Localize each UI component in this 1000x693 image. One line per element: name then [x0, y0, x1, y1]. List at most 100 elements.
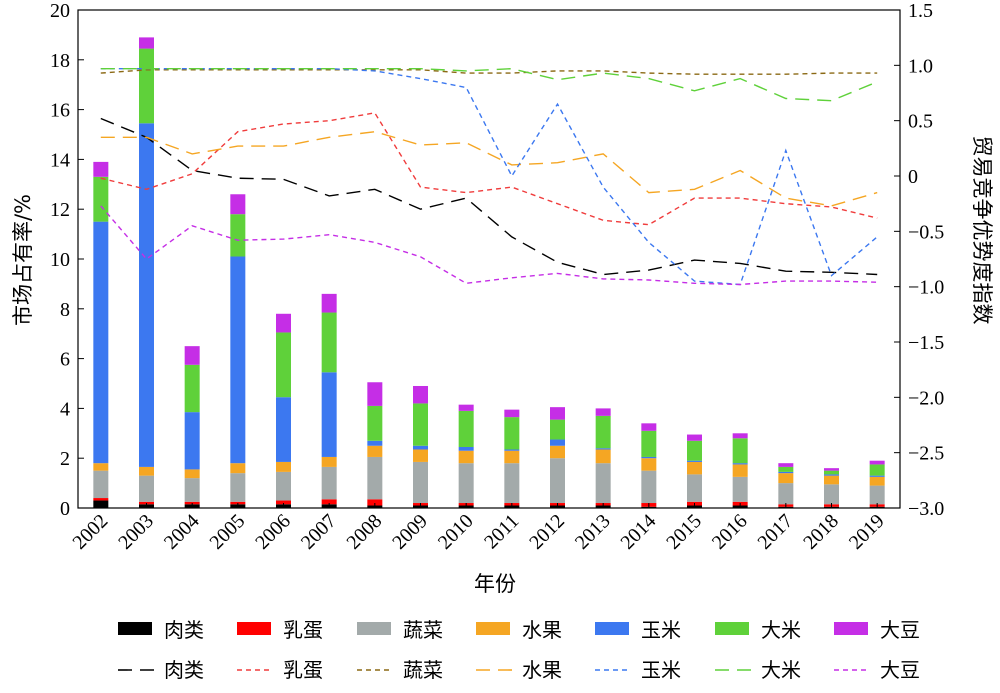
bar-segment [367, 382, 383, 406]
bar-segment [321, 499, 337, 505]
y-right-tick-label: 1.5 [908, 0, 933, 22]
legend-label-line: 水果 [522, 658, 562, 682]
x-tick-label: 2003 [114, 510, 158, 554]
bar-segment [413, 403, 428, 446]
bar-segment [321, 293, 337, 313]
y-left-tick-label: 14 [50, 149, 70, 171]
legend-swatch-bar [118, 622, 152, 635]
x-tick-label: 2014 [617, 510, 661, 554]
x-tick-label: 2012 [525, 510, 569, 554]
legend-swatch-bar [357, 622, 391, 635]
bar-segment [824, 468, 839, 471]
series-line [100, 130, 878, 207]
bar-segment [139, 123, 154, 467]
bar-segment [139, 475, 154, 502]
legend-label-bar: 肉类 [164, 618, 204, 642]
bar-segment [641, 458, 657, 471]
bar-segment [321, 372, 337, 457]
legend-label-line: 大米 [761, 658, 801, 682]
y-left-tick-label: 16 [50, 100, 70, 122]
bar-segment [778, 463, 794, 467]
bar-segment [550, 458, 565, 504]
legend-swatch-bar [595, 622, 629, 635]
bar-segment [367, 405, 383, 441]
x-tick-label: 2013 [571, 510, 615, 554]
y-left-tick-label: 2 [60, 448, 70, 470]
bar-segment [732, 463, 748, 465]
bar-segment [687, 461, 702, 475]
bar-segment [824, 484, 839, 505]
bar-segment [687, 434, 702, 441]
y-left-tick-label: 4 [60, 398, 70, 420]
bar-segment [869, 475, 885, 477]
bar-segment [184, 346, 200, 365]
bar-segment [595, 415, 611, 449]
bar-segment [367, 499, 383, 506]
bar-segment [824, 470, 839, 475]
x-axis-title: 年份 [474, 572, 516, 596]
bar-segment [550, 407, 565, 420]
y-right-tick-label: 1.0 [908, 55, 933, 77]
bar-segment [458, 404, 474, 411]
x-tick-label: 2005 [206, 510, 250, 554]
bar-segment [367, 440, 383, 446]
y-right-tick-label: −1.0 [908, 277, 944, 299]
bar-segment [139, 466, 154, 476]
bar-segment [276, 397, 291, 462]
bar-segment [687, 474, 702, 502]
bar-segment [595, 463, 611, 504]
legend-label-line: 肉类 [164, 658, 204, 682]
bar-segment [184, 478, 200, 502]
bar-segment [778, 471, 794, 474]
bar-segment [550, 445, 565, 459]
bar-segment [276, 500, 291, 505]
legend-swatch-bar [715, 622, 749, 635]
bar-segment [504, 463, 520, 504]
bar-segment [321, 312, 337, 373]
bar-segment [732, 464, 748, 477]
bar-segment [276, 332, 291, 398]
bar-segment [595, 408, 611, 416]
y-left-tick-label: 0 [60, 498, 70, 520]
bar-segment [641, 423, 657, 431]
bar-segment [413, 445, 428, 450]
bar-segment [184, 412, 200, 470]
bar-segment [367, 445, 383, 457]
bar-segment [93, 470, 109, 499]
bar-segment [504, 449, 520, 451]
bar-segment [824, 474, 839, 476]
x-tick-label: 2009 [388, 510, 432, 554]
x-tick-label: 2011 [480, 510, 523, 553]
x-tick-label: 2018 [799, 510, 843, 554]
y-left-tick-label: 6 [60, 349, 70, 371]
legend-swatch-bar [834, 622, 868, 635]
series-line [100, 205, 878, 286]
y-right-tick-label: −2.5 [908, 443, 944, 465]
bar-segment [93, 176, 109, 222]
bar-segment [824, 475, 839, 485]
series-line [100, 67, 878, 286]
legend-label-bar: 玉米 [641, 618, 681, 642]
legend-label-bar: 大豆 [880, 618, 920, 642]
legend-swatch-bar [237, 622, 271, 635]
bar-segment [869, 460, 885, 465]
bar-segment [230, 463, 246, 474]
bar-segment [504, 409, 520, 418]
y-axis-right-title: 贸易竞争优势度指数 [970, 136, 994, 325]
y-right-tick-label: −1.5 [908, 332, 944, 354]
y-left-tick-label: 10 [50, 249, 70, 271]
x-tick-label: 2004 [160, 510, 204, 554]
legend-label-bar: 大米 [761, 618, 801, 642]
axes-layer: 0 2 4 6 8 10 12 14 16 18 20 −3.0 −2.5 −2.0 −1.5 −1.0 −0.… [50, 0, 944, 554]
x-tick-label: 2017 [754, 510, 798, 554]
bar-segment [687, 440, 702, 461]
bar-segment [230, 194, 246, 215]
legend-label-line: 乳蛋 [283, 658, 323, 682]
series-line [100, 112, 878, 226]
bar-segment [413, 449, 428, 462]
bar-segment [93, 161, 109, 177]
bar-segment [321, 466, 337, 500]
bar-segment [869, 464, 885, 476]
